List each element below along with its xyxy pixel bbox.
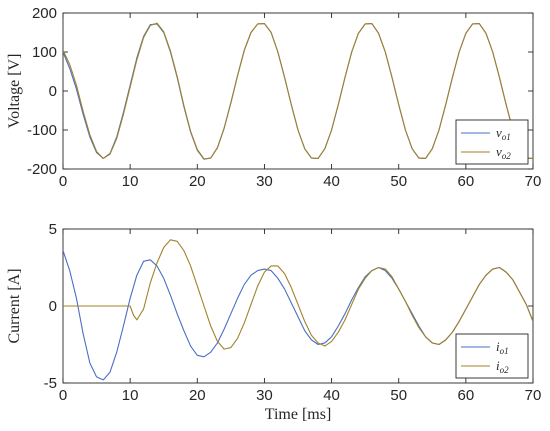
series-group (63, 239, 533, 381)
y-axis-title: Current [A] (6, 268, 23, 343)
legend-box (455, 333, 529, 379)
x-tick-label: 70 (525, 387, 542, 404)
y-tick-label: 0 (49, 83, 57, 100)
x-tick-label: 30 (256, 173, 273, 190)
plot-area (62, 12, 534, 170)
legend-label: vo1 (496, 125, 511, 142)
series-line-vo2 (63, 22, 533, 160)
y-axis-title: Voltage [V] (6, 54, 23, 129)
legend-label-main: i (496, 339, 500, 354)
y-tick-label: -5 (44, 375, 57, 392)
y-tick-label: -200 (27, 161, 57, 178)
x-tick-label: 40 (323, 387, 340, 404)
x-tick-label: 0 (59, 387, 67, 404)
x-tick-label: 40 (323, 173, 340, 190)
legend-label-subscript: o2 (500, 365, 510, 375)
x-axis-title: Time [ms] (265, 406, 332, 423)
y-tick-label: 100 (32, 44, 57, 61)
legend-label-subscript: o2 (502, 151, 512, 161)
legend-label-subscript: o1 (502, 132, 511, 142)
x-tick-label: 50 (390, 173, 407, 190)
legend-label: io1 (496, 339, 509, 356)
x-tick-label: 10 (122, 173, 139, 190)
y-tick-label: 5 (49, 221, 57, 238)
x-tick-label: 50 (390, 387, 407, 404)
x-tick-label: 20 (189, 173, 206, 190)
legend-label: vo2 (496, 144, 511, 161)
legend-label: io2 (496, 358, 509, 375)
voltage-plot: 0 10 20 30 40 50 60 70 200 100 0 -100 -200 Voltage [V… (6, 5, 541, 190)
legend-box (455, 119, 529, 165)
x-tick-label: 60 (458, 387, 475, 404)
x-tick-label: 60 (458, 173, 475, 190)
x-tick-label: 70 (525, 173, 542, 190)
series-group (63, 22, 533, 160)
x-tick-label: 0 (59, 173, 67, 190)
legend-label-main: v (496, 144, 502, 159)
x-tick-label: 10 (122, 387, 139, 404)
legend-label-main: v (496, 125, 502, 140)
series-line-io2 (63, 239, 533, 350)
x-tick-label: 30 (256, 387, 273, 404)
y-tick-label: 0 (49, 298, 57, 315)
x-tick-label: 20 (189, 387, 206, 404)
legend-label-main: i (496, 358, 500, 373)
y-tick-label: -100 (27, 122, 57, 139)
y-tick-label: 200 (32, 5, 57, 22)
legend-label-subscript: o1 (500, 346, 509, 356)
